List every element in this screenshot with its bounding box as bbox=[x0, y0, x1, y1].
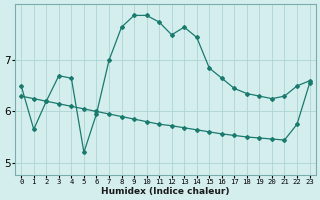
X-axis label: Humidex (Indice chaleur): Humidex (Indice chaleur) bbox=[101, 187, 230, 196]
